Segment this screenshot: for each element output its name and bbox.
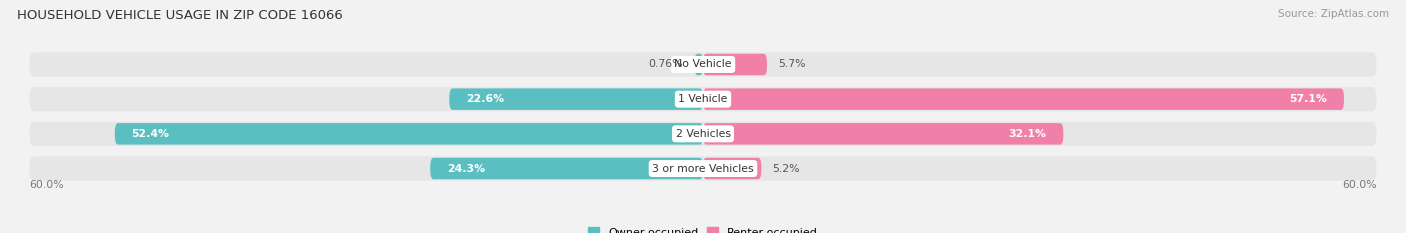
Text: No Vehicle: No Vehicle [675, 59, 731, 69]
Text: HOUSEHOLD VEHICLE USAGE IN ZIP CODE 16066: HOUSEHOLD VEHICLE USAGE IN ZIP CODE 1606… [17, 9, 343, 22]
Text: 60.0%: 60.0% [30, 180, 65, 190]
FancyBboxPatch shape [703, 88, 1344, 110]
Text: 24.3%: 24.3% [447, 164, 485, 174]
Text: 2 Vehicles: 2 Vehicles [675, 129, 731, 139]
FancyBboxPatch shape [703, 158, 762, 179]
Text: 1 Vehicle: 1 Vehicle [678, 94, 728, 104]
FancyBboxPatch shape [30, 122, 1376, 146]
FancyBboxPatch shape [703, 123, 1063, 145]
Text: Source: ZipAtlas.com: Source: ZipAtlas.com [1278, 9, 1389, 19]
Text: 52.4%: 52.4% [132, 129, 170, 139]
FancyBboxPatch shape [695, 54, 703, 75]
Text: 60.0%: 60.0% [1341, 180, 1376, 190]
FancyBboxPatch shape [703, 54, 768, 75]
FancyBboxPatch shape [30, 87, 1376, 111]
Text: 5.7%: 5.7% [778, 59, 806, 69]
Text: 32.1%: 32.1% [1008, 129, 1046, 139]
FancyBboxPatch shape [30, 156, 1376, 181]
FancyBboxPatch shape [450, 88, 703, 110]
FancyBboxPatch shape [430, 158, 703, 179]
Text: 0.76%: 0.76% [648, 59, 683, 69]
Text: 22.6%: 22.6% [467, 94, 505, 104]
Legend: Owner-occupied, Renter-occupied: Owner-occupied, Renter-occupied [583, 223, 823, 233]
Text: 5.2%: 5.2% [773, 164, 800, 174]
Text: 3 or more Vehicles: 3 or more Vehicles [652, 164, 754, 174]
Text: 57.1%: 57.1% [1289, 94, 1327, 104]
FancyBboxPatch shape [30, 52, 1376, 77]
FancyBboxPatch shape [115, 123, 703, 145]
